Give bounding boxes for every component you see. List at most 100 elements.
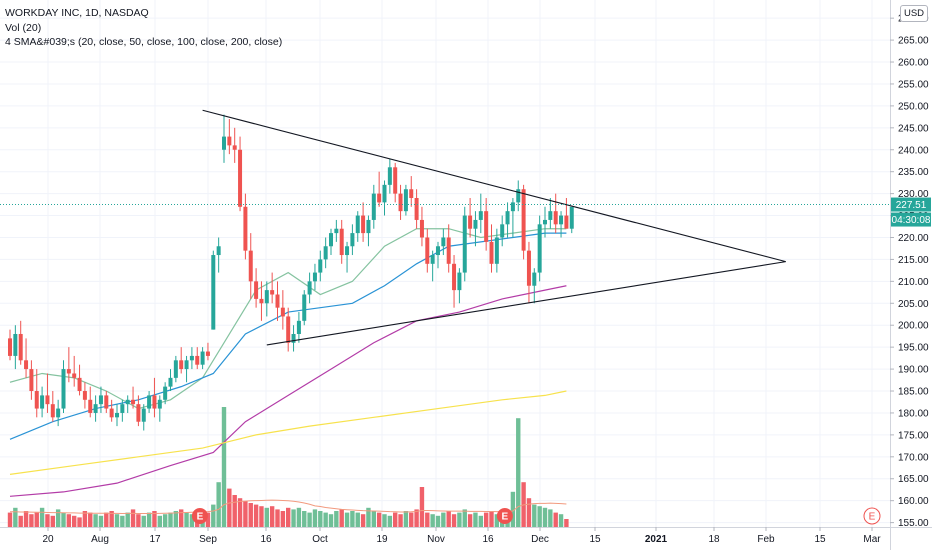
volume-bar: [184, 512, 189, 527]
candle-body: [323, 246, 328, 260]
candle-body: [248, 250, 253, 282]
countdown-badge-label: 04:30:08: [892, 215, 931, 226]
y-tick-label: 265.00: [898, 36, 929, 47]
candle: [532, 268, 537, 304]
candle: [77, 364, 82, 396]
volume-bar: [45, 514, 50, 527]
candle: [72, 355, 77, 387]
candle: [264, 281, 269, 317]
candle: [120, 399, 125, 422]
y-tick-label: 180.00: [898, 408, 929, 419]
volume-bar: [339, 509, 344, 527]
candle-body: [259, 298, 264, 304]
candle-body: [243, 206, 248, 251]
grid: [0, 0, 890, 527]
candle: [398, 184, 403, 220]
candle: [537, 215, 542, 282]
candle-body: [66, 369, 71, 374]
candle-body: [50, 404, 55, 418]
candle-body: [109, 408, 114, 418]
candle-body: [516, 189, 521, 203]
earnings-label: E: [502, 512, 509, 523]
candle: [302, 290, 307, 326]
volume-bar: [109, 511, 114, 527]
candle: [131, 386, 136, 409]
candle: [168, 369, 173, 392]
earnings-label: E: [869, 512, 876, 523]
currency-button[interactable]: USD: [900, 5, 928, 22]
x-tick-label: 19: [376, 534, 388, 545]
x-tick-label: Aug: [91, 534, 109, 545]
candle: [179, 347, 184, 374]
x-tick-label: Sep: [199, 534, 217, 545]
candle: [222, 114, 226, 163]
candle: [414, 189, 419, 229]
volume-bar: [216, 482, 221, 527]
candle: [232, 127, 237, 163]
volume-bar: [467, 514, 473, 527]
candle-body: [478, 211, 483, 220]
candle-body: [452, 263, 457, 291]
triangle-trendline: [202, 109, 786, 263]
candle-body: [45, 395, 50, 405]
volume-bar: [34, 512, 39, 527]
x-tick-label: Oct: [312, 534, 328, 545]
volume-bar: [23, 511, 29, 527]
y-tick-label: 210.00: [898, 277, 929, 288]
candle: [98, 386, 103, 413]
volume-bar: [296, 507, 302, 527]
candle: [510, 198, 515, 238]
candle-body: [29, 369, 34, 392]
earnings-marker: E: [191, 508, 208, 524]
candle-body: [205, 351, 210, 356]
candle-body: [136, 404, 141, 422]
candle-body: [275, 294, 280, 308]
candle: [152, 377, 157, 418]
volume-bar: [211, 504, 216, 527]
candle: [403, 184, 408, 216]
candle-body: [419, 219, 424, 238]
volume-bar: [393, 512, 398, 527]
sma-100-line: [9, 285, 567, 497]
earnings-circle: [496, 508, 513, 524]
candle-body: [24, 360, 29, 370]
candle-body: [131, 399, 136, 405]
candle-body: [168, 377, 173, 387]
x-tick-label: 15: [814, 534, 826, 545]
volume-bar: [435, 515, 441, 527]
volume-bar: [548, 509, 553, 527]
countdown-badge: [891, 212, 931, 227]
candle-body: [484, 211, 489, 242]
volume-bar: [77, 517, 82, 527]
candle: [216, 237, 221, 273]
candle: [371, 184, 376, 229]
y-tick-label: 190.00: [898, 365, 929, 376]
earnings-label: E: [197, 512, 204, 523]
volume-bar: [446, 511, 451, 527]
volume-bar: [553, 512, 558, 527]
volume-bar: [173, 511, 179, 527]
candle-body: [302, 294, 307, 321]
candle: [462, 206, 467, 282]
y-tick-label: 240.00: [898, 145, 929, 156]
candle-body: [115, 412, 119, 418]
candle-body: [382, 184, 387, 203]
future-earnings-marker: E: [863, 507, 881, 525]
candle-body: [430, 255, 435, 264]
x-tick-label: 17: [149, 534, 161, 545]
volume-bar: [526, 498, 532, 527]
y-tick-label: 205.00: [898, 299, 929, 310]
candle-body: [543, 219, 547, 225]
candle: [478, 193, 483, 234]
volume-bar: [318, 511, 323, 527]
candle-body: [238, 149, 243, 207]
candle: [248, 233, 253, 299]
volume-bar: [253, 504, 259, 527]
x-tick-label: Feb: [757, 534, 775, 545]
x-tick-label: 18: [708, 534, 720, 545]
candle-body: [345, 246, 350, 256]
volume-bar: [104, 512, 109, 527]
volume-bar: [307, 512, 312, 527]
